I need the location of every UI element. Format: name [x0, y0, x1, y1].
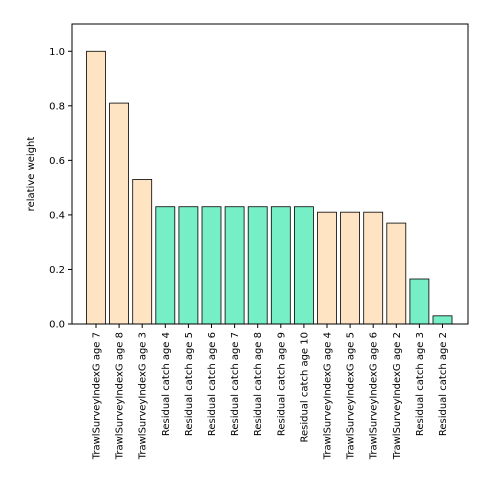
x-tick-label: Residual catch age 4 — [161, 332, 172, 436]
bar — [340, 211, 361, 325]
bar — [386, 222, 407, 325]
y-tick-label: 0.2 — [49, 265, 65, 276]
bar — [363, 211, 384, 325]
plot-frame — [71, 23, 469, 325]
bar — [178, 206, 199, 325]
bar — [409, 278, 430, 325]
bar — [201, 206, 222, 325]
x-tick-label: Residual catch age 6 — [207, 332, 218, 436]
y-tick-label: 0.4 — [49, 210, 65, 221]
x-tick-label: TrawlSurveyIndexG age 6 — [369, 332, 380, 460]
x-tick-label: TrawlSurveyIndexG age 3 — [138, 332, 149, 460]
x-tick-label: TrawlSurveyIndexG age 7 — [92, 332, 103, 460]
bar — [247, 206, 268, 325]
y-tick-label: 0.6 — [49, 156, 65, 167]
x-tick-label: Residual catch age 3 — [415, 332, 426, 436]
x-tick-label: TrawlSurveyIndexG age 4 — [323, 332, 334, 460]
x-tick-label: Residual catch age 2 — [438, 332, 449, 436]
bars-layer — [86, 50, 453, 325]
bar — [132, 179, 153, 325]
bar — [432, 315, 453, 325]
x-tick-label: Residual catch age 7 — [230, 332, 241, 436]
x-tick-label: Residual catch age 10 — [299, 332, 310, 443]
axes-layer: 0.0 0.2 0.4 0.6 0.8 1.0 TrawlSurveyIndexG age … — [49, 23, 469, 460]
bar — [109, 102, 129, 325]
y-tick-label: 0.0 — [49, 320, 65, 331]
x-tick-label: Residual catch age 9 — [276, 332, 287, 436]
y-tick-label: 1.0 — [49, 47, 65, 58]
bar — [86, 50, 106, 325]
y-tick-label: 0.8 — [49, 101, 65, 112]
bar — [270, 206, 291, 325]
bar — [155, 206, 176, 325]
x-tick-label: TrawlSurveyIndexG age 2 — [392, 332, 403, 460]
bar — [317, 211, 337, 325]
x-tick-label: Residual catch age 5 — [184, 332, 195, 436]
x-tick-label: TrawlSurveyIndexG age 8 — [115, 332, 126, 460]
y-axis-label: relative weight — [26, 137, 37, 212]
bar — [224, 206, 245, 325]
x-tick-label: TrawlSurveyIndexG age 5 — [346, 332, 357, 460]
x-tick-label: Residual catch age 8 — [253, 332, 264, 436]
bar — [293, 206, 314, 325]
